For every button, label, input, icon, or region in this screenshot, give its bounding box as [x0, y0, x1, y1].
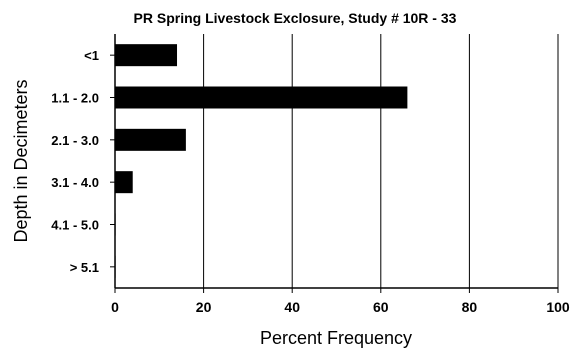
x-tick-label: 80	[462, 299, 478, 315]
x-tick-label: 40	[284, 299, 300, 315]
bar-1	[115, 86, 408, 109]
x-tick-labels: 0 20 40 60 80 100	[111, 299, 570, 315]
bar-2	[115, 128, 186, 151]
y-tick-label: 3.1 - 4.0	[51, 175, 99, 190]
plot-area	[110, 34, 559, 293]
chart-title: PR Spring Livestock Exclosure, Study # 1…	[134, 10, 457, 26]
bar-0	[115, 44, 178, 67]
gridlines	[110, 34, 559, 293]
y-tick-label: 4.1 - 5.0	[51, 218, 99, 233]
y-tick-label: > 5.1	[70, 260, 99, 275]
bar-3	[115, 171, 133, 194]
y-tick-label: <1	[84, 48, 99, 63]
x-axis-title: Percent Frequency	[260, 328, 412, 348]
y-tick-label: 1.1 - 2.0	[51, 91, 99, 106]
bars	[115, 44, 408, 278]
y-tick-labels: <1 1.1 - 2.0 2.1 - 3.0 3.1 - 4.0 4.1 - 5.0 > …	[51, 48, 99, 275]
y-tick-label: 2.1 - 3.0	[51, 133, 99, 148]
x-tick-label: 60	[373, 299, 389, 315]
x-tick-label: 100	[546, 299, 570, 315]
x-tick-label: 20	[196, 299, 212, 315]
y-axis-title: Depth in Decimeters	[11, 79, 31, 242]
x-tick-label: 0	[111, 299, 119, 315]
